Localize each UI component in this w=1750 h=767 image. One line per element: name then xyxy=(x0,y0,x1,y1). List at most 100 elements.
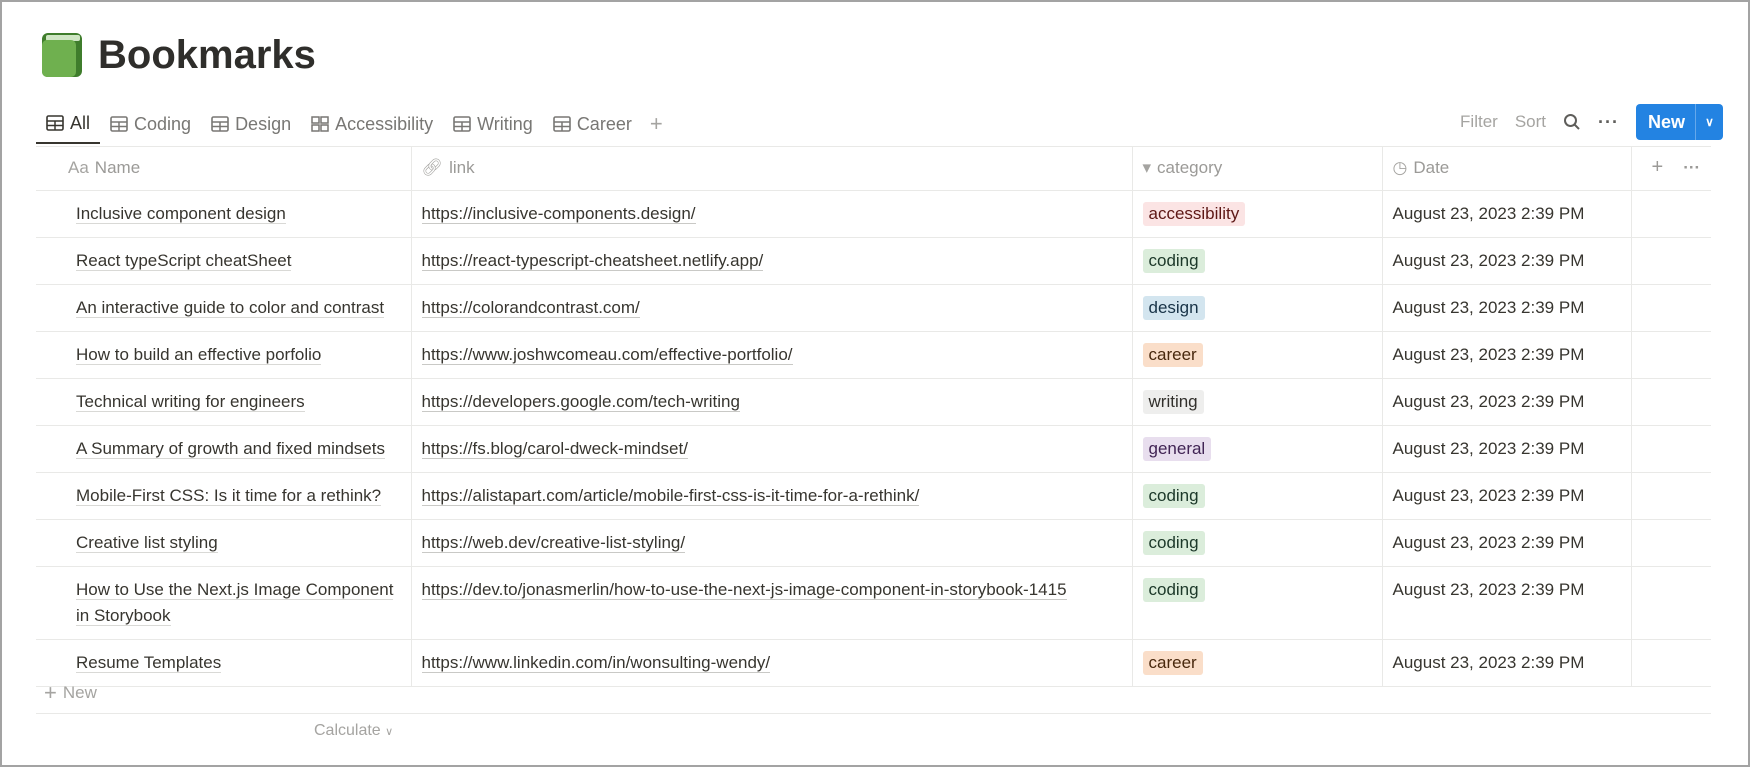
table-row[interactable]: Resume Templates https://www.linkedin.co… xyxy=(36,639,1711,687)
add-column-icon[interactable]: + xyxy=(1651,156,1664,178)
tab-label: Career xyxy=(576,113,632,134)
link-cell[interactable]: https://www.linkedin.com/in/wonsulting-w… xyxy=(411,639,1133,687)
row-link[interactable]: https://inclusive-components.design/ xyxy=(421,204,696,224)
link-cell[interactable]: https://dev.to/jonasmerlin/how-to-use-th… xyxy=(411,566,1133,640)
name-cell[interactable]: Creative list styling xyxy=(36,519,412,567)
row-name[interactable]: Resume Templates xyxy=(76,653,222,673)
date-cell[interactable]: August 23, 2023 2:39 PM xyxy=(1382,472,1632,520)
row-link[interactable]: https://developers.google.com/tech-writi… xyxy=(421,392,740,412)
date-cell[interactable]: August 23, 2023 2:39 PM xyxy=(1382,425,1632,473)
table-row[interactable]: Technical writing for engineers https://… xyxy=(36,378,1711,426)
link-cell[interactable]: https://developers.google.com/tech-writi… xyxy=(411,378,1133,426)
name-cell[interactable]: Technical writing for engineers xyxy=(36,378,412,426)
row-date: August 23, 2023 2:39 PM xyxy=(1392,439,1585,458)
category-cell[interactable]: coding xyxy=(1132,472,1383,520)
more-icon[interactable]: ··· xyxy=(1683,158,1701,177)
table-row[interactable]: How to build an effective porfolio https… xyxy=(36,331,1711,379)
row-link[interactable]: https://www.joshwcomeau.com/effective-po… xyxy=(421,345,793,365)
column-label: Date xyxy=(1413,158,1450,177)
row-link[interactable]: https://www.linkedin.com/in/wonsulting-w… xyxy=(421,653,771,673)
name-cell[interactable]: Mobile-First CSS: Is it time for a rethi… xyxy=(36,472,412,520)
category-cell[interactable]: coding xyxy=(1132,237,1383,285)
column-header-name[interactable]: Aa Name xyxy=(36,146,412,191)
tab-all[interactable]: All xyxy=(36,104,101,144)
column-header-category[interactable]: ▾︎ category xyxy=(1132,146,1383,191)
date-cell[interactable]: August 23, 2023 2:39 PM xyxy=(1382,284,1632,332)
category-tag: coding xyxy=(1142,249,1205,273)
more-options-icon[interactable]: ··· xyxy=(1598,111,1619,132)
link-cell[interactable]: https://inclusive-components.design/ xyxy=(411,190,1133,238)
tab-coding[interactable]: Coding xyxy=(100,104,201,144)
date-cell[interactable]: August 23, 2023 2:39 PM xyxy=(1382,378,1632,426)
empty-cell xyxy=(1631,519,1711,567)
date-cell[interactable]: August 23, 2023 2:39 PM xyxy=(1382,519,1632,567)
row-link[interactable]: https://alistapart.com/article/mobile-fi… xyxy=(421,486,920,506)
row-name[interactable]: Inclusive component design xyxy=(76,204,286,224)
table-row[interactable]: How to Use the Next.js Image Component i… xyxy=(36,566,1711,640)
name-cell[interactable]: Inclusive component design xyxy=(36,190,412,238)
row-name[interactable]: React typeScript cheatSheet xyxy=(76,251,292,271)
tab-career[interactable]: Career xyxy=(543,104,642,144)
row-name[interactable]: Creative list styling xyxy=(76,533,218,553)
calculate-button[interactable]: Calculate ∨ xyxy=(314,722,393,740)
table-row[interactable]: A Summary of growth and fixed mindsets h… xyxy=(36,425,1711,473)
row-name[interactable]: Mobile-First CSS: Is it time for a rethi… xyxy=(76,486,382,506)
row-name[interactable]: Technical writing for engineers xyxy=(76,392,305,412)
date-cell[interactable]: August 23, 2023 2:39 PM xyxy=(1382,566,1632,640)
category-cell[interactable]: coding xyxy=(1132,566,1383,640)
name-cell[interactable]: Resume Templates xyxy=(36,639,412,687)
green-book-icon xyxy=(42,33,82,77)
date-cell[interactable]: August 23, 2023 2:39 PM xyxy=(1382,237,1632,285)
row-link[interactable]: https://web.dev/creative-list-styling/ xyxy=(421,533,686,553)
tab-design[interactable]: Design xyxy=(201,104,301,144)
row-link[interactable]: https://fs.blog/carol-dweck-mindset/ xyxy=(421,439,688,459)
date-cell[interactable]: August 23, 2023 2:39 PM xyxy=(1382,639,1632,687)
tab-writing[interactable]: Writing xyxy=(443,104,543,144)
chevron-down-icon[interactable]: ∨ xyxy=(1695,104,1723,140)
row-name[interactable]: How to build an effective porfolio xyxy=(76,345,322,365)
row-name[interactable]: How to Use the Next.js Image Component i… xyxy=(76,580,394,626)
row-link[interactable]: https://dev.to/jonasmerlin/how-to-use-th… xyxy=(421,580,1067,600)
row-link[interactable]: https://colorandcontrast.com/ xyxy=(421,298,640,318)
link-cell[interactable]: https://fs.blog/carol-dweck-mindset/ xyxy=(411,425,1133,473)
new-button[interactable]: New ∨ xyxy=(1635,104,1723,140)
row-date: August 23, 2023 2:39 PM xyxy=(1392,392,1585,411)
date-cell[interactable]: August 23, 2023 2:39 PM xyxy=(1382,331,1632,379)
table-row[interactable]: An interactive guide to color and contra… xyxy=(36,284,1711,332)
row-name[interactable]: A Summary of growth and fixed mindsets xyxy=(76,439,385,459)
category-cell[interactable]: accessibility xyxy=(1132,190,1383,238)
table-row[interactable]: Inclusive component design https://inclu… xyxy=(36,190,1711,238)
table-row[interactable]: Creative list styling https://web.dev/cr… xyxy=(36,519,1711,567)
link-cell[interactable]: https://web.dev/creative-list-styling/ xyxy=(411,519,1133,567)
name-cell[interactable]: React typeScript cheatSheet xyxy=(36,237,412,285)
row-name[interactable]: An interactive guide to color and contra… xyxy=(76,298,385,318)
new-button-label[interactable]: New xyxy=(1647,111,1685,132)
date-cell[interactable]: August 23, 2023 2:39 PM xyxy=(1382,190,1632,238)
add-row-button[interactable]: + New xyxy=(36,673,1711,714)
category-cell[interactable]: writing xyxy=(1132,378,1383,426)
sort-button[interactable]: Sort xyxy=(1514,112,1546,131)
link-cell[interactable]: https://react-typescript-cheatsheet.netl… xyxy=(411,237,1133,285)
column-header-link[interactable]: 🔗︎ link xyxy=(411,146,1133,191)
filter-button[interactable]: Filter xyxy=(1460,112,1498,131)
add-view-icon[interactable]: + xyxy=(649,111,663,136)
name-cell[interactable]: How to Use the Next.js Image Component i… xyxy=(36,566,412,640)
name-cell[interactable]: How to build an effective porfolio xyxy=(36,331,412,379)
link-cell[interactable]: https://www.joshwcomeau.com/effective-po… xyxy=(411,331,1133,379)
name-cell[interactable]: An interactive guide to color and contra… xyxy=(36,284,412,332)
category-cell[interactable]: coding xyxy=(1132,519,1383,567)
table-row[interactable]: React typeScript cheatSheet https://reac… xyxy=(36,237,1711,285)
category-cell[interactable]: design xyxy=(1132,284,1383,332)
name-cell[interactable]: A Summary of growth and fixed mindsets xyxy=(36,425,412,473)
row-date: August 23, 2023 2:39 PM xyxy=(1392,486,1585,505)
search-icon[interactable] xyxy=(1563,113,1581,131)
table-row[interactable]: Mobile-First CSS: Is it time for a rethi… xyxy=(36,472,1711,520)
link-cell[interactable]: https://alistapart.com/article/mobile-fi… xyxy=(411,472,1133,520)
category-cell[interactable]: career xyxy=(1132,639,1383,687)
link-cell[interactable]: https://colorandcontrast.com/ xyxy=(411,284,1133,332)
row-link[interactable]: https://react-typescript-cheatsheet.netl… xyxy=(421,251,764,271)
tab-accessibility[interactable]: Accessibility xyxy=(301,104,443,144)
category-cell[interactable]: general xyxy=(1132,425,1383,473)
column-header-date[interactable]: ◷ Date xyxy=(1382,146,1632,191)
category-cell[interactable]: career xyxy=(1132,331,1383,379)
